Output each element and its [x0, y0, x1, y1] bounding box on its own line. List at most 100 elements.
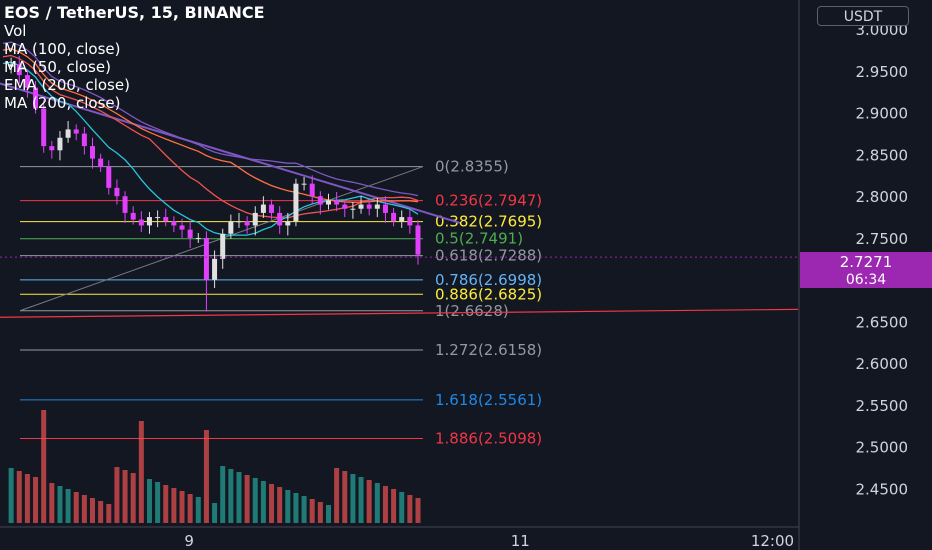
volume-bar — [350, 474, 356, 523]
ema200-line — [2, 48, 419, 203]
volume-bar — [90, 498, 96, 523]
volume-bar — [114, 467, 120, 523]
price-tick-label: 2.5500 — [856, 397, 909, 415]
candles — [8, 55, 421, 312]
candle-body — [244, 221, 250, 226]
indicator-ema200[interactable]: EMA (200, close) — [4, 76, 130, 94]
ma100-line — [2, 54, 419, 219]
indicator-ma100[interactable]: MA (100, close) — [4, 40, 121, 58]
fib-level-label: 1(2.6628) — [435, 302, 509, 320]
volume-bar — [195, 497, 201, 523]
indicator-vol[interactable]: Vol — [4, 22, 27, 40]
candle-body — [260, 204, 266, 213]
candle-body — [41, 108, 47, 147]
candle-body — [24, 75, 30, 88]
time-tick-label: 12:00 — [751, 532, 794, 550]
price-tick-label: 2.9500 — [856, 63, 909, 81]
candle-body — [366, 204, 372, 209]
volume-bar — [374, 483, 380, 523]
candle-body — [391, 212, 397, 222]
candle-body — [374, 204, 380, 209]
price-tick-label: 2.8500 — [856, 146, 909, 164]
volume-bar — [382, 486, 388, 523]
candle-body — [382, 204, 388, 213]
candle-body — [269, 204, 275, 213]
candle-body — [203, 237, 209, 280]
candle-body — [73, 129, 79, 134]
candle-body — [187, 229, 193, 238]
volume-bar — [317, 502, 323, 523]
fib-level-label: 1.886(2.5098) — [435, 430, 542, 448]
time-tick-label: 9 — [184, 532, 194, 550]
volume-bar — [334, 468, 340, 523]
volume-bar — [366, 480, 372, 523]
price-tick-label: 2.9000 — [856, 105, 909, 123]
volume-bar — [8, 468, 14, 523]
indicator-ma50[interactable]: MA (50, close) — [4, 58, 111, 76]
price-axis: 3.00002.95002.90002.85002.80002.75002.70… — [798, 0, 909, 550]
countdown-tag: 06:34 — [800, 272, 932, 288]
candle-body — [293, 183, 299, 222]
candle-body — [317, 196, 323, 205]
fib-level-label: 0.382(2.7695) — [435, 213, 542, 231]
candle-body — [325, 200, 331, 205]
price-tick-label: 2.8000 — [856, 188, 909, 206]
candle-body — [114, 187, 120, 197]
candle-body — [81, 133, 87, 147]
candle-body — [399, 217, 405, 222]
candle-body — [106, 166, 112, 188]
price-tick-label: 2.5000 — [856, 439, 909, 457]
currency-button[interactable]: USDT — [817, 6, 909, 26]
fibonacci-retracement: 0(2.8355) 0.236(2.7947) 0.382(2.7695)0.5(2… — [19, 158, 542, 448]
fib-level-label: 0.5(2.7491) — [435, 230, 523, 248]
volume-bars — [8, 410, 421, 523]
volume-bar — [138, 421, 144, 523]
volume-bar — [415, 498, 421, 523]
volume-bar — [57, 486, 63, 523]
volume-bar — [342, 471, 348, 523]
volume-bar — [391, 489, 397, 523]
candle-body — [301, 183, 307, 185]
volume-bar — [16, 471, 22, 523]
candle-body — [130, 212, 136, 220]
candle-body — [309, 183, 315, 197]
volume-bar — [309, 499, 315, 523]
volume-bar — [163, 485, 169, 523]
price-tick-label: 2.7500 — [856, 230, 909, 248]
volume-bar — [65, 489, 71, 523]
volume-bar — [203, 430, 209, 523]
volume-bar — [146, 479, 152, 523]
volume-bar — [73, 492, 79, 523]
candle-body — [236, 221, 242, 223]
last-price-tag: 2.7271 — [800, 252, 932, 272]
volume-bar — [228, 469, 234, 523]
volume-bar — [81, 495, 87, 523]
volume-bar — [212, 503, 218, 523]
candle-body — [220, 233, 226, 259]
fib-level-label: 0.236(2.7947) — [435, 192, 542, 210]
volume-bar — [98, 501, 104, 523]
candle-body — [350, 208, 356, 210]
volume-bar — [41, 410, 47, 523]
fib-level-label: 1.272(2.6158) — [435, 341, 542, 359]
volume-bar — [407, 495, 413, 523]
volume-bar — [171, 488, 177, 523]
support-trendline — [0, 308, 799, 318]
volume-bar — [187, 494, 193, 523]
indicator-ma200[interactable]: MA (200, close) — [4, 94, 121, 112]
resistance-trendline — [0, 82, 461, 224]
candle-body — [57, 137, 63, 151]
candle-body — [65, 129, 71, 138]
volume-bar — [293, 493, 299, 523]
candle-body — [16, 64, 22, 76]
volume-bar — [236, 472, 242, 523]
candle-body — [155, 217, 161, 219]
fib-level-label: 0(2.8355) — [435, 158, 509, 176]
volume-bar — [260, 481, 266, 523]
candle-body — [195, 237, 201, 239]
candle-body — [179, 225, 185, 230]
price-tick-label: 2.4500 — [856, 480, 909, 498]
symbol-title[interactable]: EOS / TetherUS, 15, BINANCE — [4, 3, 265, 22]
